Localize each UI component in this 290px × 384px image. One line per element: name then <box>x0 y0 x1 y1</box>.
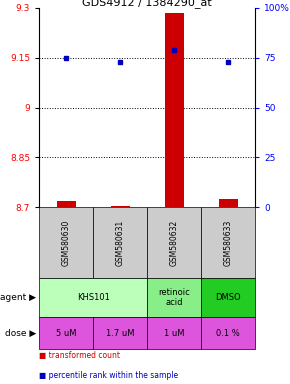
Text: GSM580633: GSM580633 <box>224 220 233 266</box>
Text: 5 uM: 5 uM <box>56 329 76 338</box>
Text: 1.7 uM: 1.7 uM <box>106 329 135 338</box>
Title: GDS4912 / 1384290_at: GDS4912 / 1384290_at <box>82 0 212 8</box>
Text: ■ transformed count: ■ transformed count <box>39 351 120 360</box>
Text: GSM580631: GSM580631 <box>116 220 125 266</box>
Text: KHS101: KHS101 <box>77 293 110 302</box>
Text: GSM580630: GSM580630 <box>62 220 71 266</box>
Bar <box>57 201 76 207</box>
Text: 0.1 %: 0.1 % <box>216 329 240 338</box>
Text: ■ percentile rank within the sample: ■ percentile rank within the sample <box>39 371 178 379</box>
Text: agent ▶: agent ▶ <box>0 293 36 302</box>
Text: 1 uM: 1 uM <box>164 329 184 338</box>
Text: retinoic
acid: retinoic acid <box>158 288 190 307</box>
Bar <box>111 206 130 207</box>
Text: DMSO: DMSO <box>215 293 241 302</box>
Text: GSM580632: GSM580632 <box>170 220 179 266</box>
Bar <box>219 199 238 207</box>
Text: dose ▶: dose ▶ <box>5 329 36 338</box>
Bar <box>165 13 184 207</box>
